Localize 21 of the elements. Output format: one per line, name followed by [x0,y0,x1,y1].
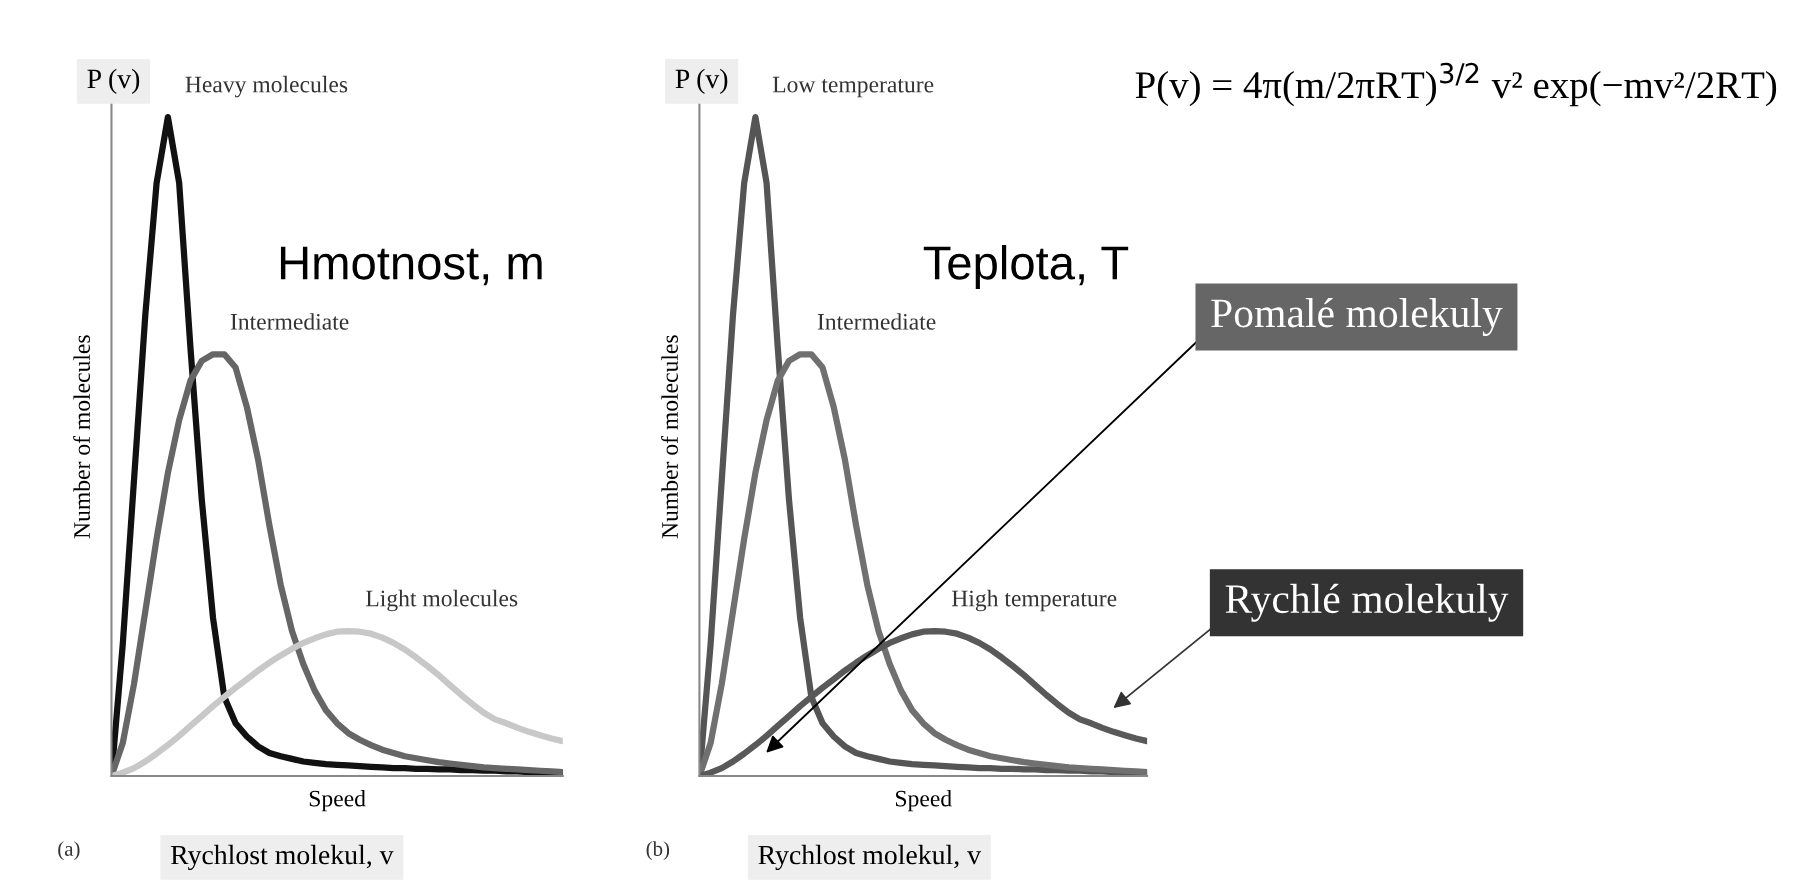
text: Rychlé molekuly [1225,583,1509,622]
text: Rychlost molekul, v [758,844,982,871]
series-label: Heavy molecules [185,75,348,98]
text: Rychlost molekul, v [170,844,394,871]
text: P(v) = 4π(m/2πRT)$^{3/2}$ v² exp(−mv²/2RT) [1135,62,1777,107]
text: (b) [646,841,670,861]
x-axis-title: Speed [896,789,952,812]
text: Hmotnost, m [280,246,542,286]
series-label: High temperature [951,589,1117,612]
series-label: Light molecules [366,589,518,612]
text: (a) [58,841,80,861]
text: Pomalé molekuly [1211,298,1503,336]
text: P (v) [87,68,140,94]
series-label: Intermediate [230,313,349,330]
series-label: Low temperature [772,76,934,98]
y-axis-title: Number of molecules [661,335,678,539]
text: P (v) [675,68,728,94]
x-axis-title: Speed [309,789,366,812]
series-label: Intermediate [817,313,936,330]
y-axis-title: Number of molecules [73,335,91,539]
text: Teplota, T [923,245,1129,290]
